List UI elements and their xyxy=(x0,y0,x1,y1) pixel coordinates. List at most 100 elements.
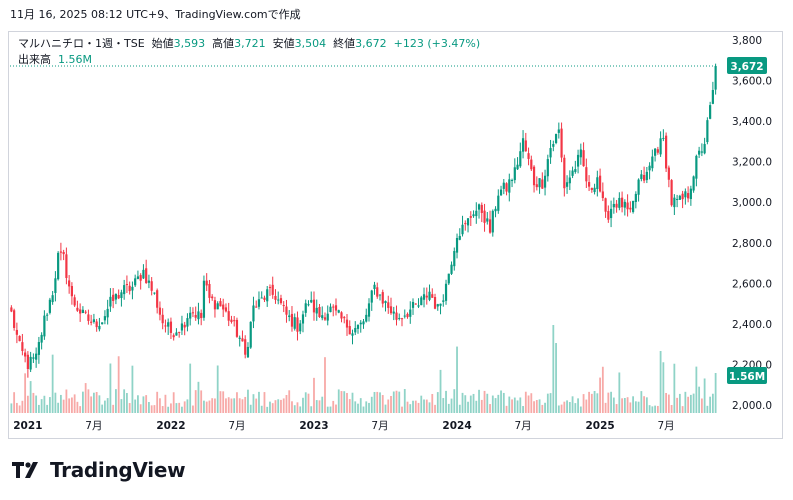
candle-body xyxy=(549,148,552,158)
candle-body xyxy=(629,207,632,210)
volume-bar xyxy=(76,401,79,413)
volume-bar xyxy=(560,404,563,413)
volume-bar xyxy=(57,402,60,413)
candle-body xyxy=(480,204,483,213)
volume-bar xyxy=(414,400,417,413)
candle-body xyxy=(687,193,690,199)
volume-bar xyxy=(68,398,71,413)
volume-bar xyxy=(489,404,491,413)
candle-body xyxy=(68,280,71,287)
volume-bar xyxy=(612,397,615,413)
candle-body xyxy=(43,315,46,337)
volume-bar xyxy=(379,392,381,413)
volume-bar xyxy=(194,390,197,413)
candle-body xyxy=(593,187,596,193)
candle-body xyxy=(398,317,401,319)
candle-body xyxy=(255,306,258,308)
candle-body xyxy=(359,322,362,325)
volume-bar xyxy=(549,393,552,413)
volume-bar xyxy=(513,397,516,413)
candle-body xyxy=(678,195,681,200)
candle-body xyxy=(406,313,409,318)
candle-body xyxy=(618,197,621,208)
candle-body xyxy=(285,306,288,315)
candle-body xyxy=(488,219,492,233)
candle-body xyxy=(695,155,698,179)
candle-body xyxy=(334,305,338,311)
volume-bar xyxy=(571,396,574,413)
candle-body xyxy=(271,284,274,295)
candle-body xyxy=(532,166,536,186)
candle-body xyxy=(711,90,714,104)
volume-bar xyxy=(285,395,288,413)
volume-bar xyxy=(13,392,16,413)
candle-body xyxy=(676,198,679,200)
volume-bar xyxy=(186,399,189,413)
volume-bar xyxy=(172,392,175,413)
volume-bar xyxy=(310,406,313,413)
candle-body xyxy=(422,294,426,300)
volume-bar xyxy=(104,400,106,413)
candle-body xyxy=(241,338,244,342)
legend-volume-value: 1.56M xyxy=(58,53,92,66)
volume-bar xyxy=(632,396,634,413)
volume-bar xyxy=(472,393,475,413)
chart-frame[interactable] xyxy=(8,31,783,439)
candle-body xyxy=(87,314,90,321)
volume-bar xyxy=(343,391,346,413)
candle-body xyxy=(252,305,255,322)
volume-bar xyxy=(48,397,51,413)
volume-bar xyxy=(541,404,544,413)
candle-body xyxy=(700,151,703,153)
tradingview-logo[interactable]: TradingView xyxy=(12,458,186,482)
volume-bar xyxy=(458,404,461,413)
candle-body xyxy=(290,313,294,327)
volume-bar xyxy=(192,405,194,413)
volume-bar xyxy=(233,398,236,413)
volume-bar xyxy=(324,357,326,413)
volume-bar xyxy=(159,398,161,413)
candle-body xyxy=(538,178,541,188)
volume-bar xyxy=(29,381,32,413)
candle-body xyxy=(84,311,87,313)
candle-body xyxy=(521,138,525,152)
candle-body xyxy=(172,335,175,338)
candle-body xyxy=(656,149,659,153)
volume-bar xyxy=(82,391,84,413)
candle-body xyxy=(428,291,431,300)
volume-bar xyxy=(381,395,384,413)
legend-symbol[interactable]: マルハニチロ・1週・TSE xyxy=(18,37,145,50)
candle-body xyxy=(329,306,332,313)
volume-bar xyxy=(208,400,211,413)
volume-bar xyxy=(439,369,442,413)
candle-body xyxy=(662,137,665,139)
candle-body xyxy=(499,189,503,196)
volume-bar xyxy=(249,404,252,413)
volume-bar xyxy=(84,383,87,413)
volume-bar xyxy=(359,398,362,413)
volume-bar xyxy=(519,397,522,413)
candle-body xyxy=(439,303,442,306)
candle-body xyxy=(142,269,145,279)
candle-body xyxy=(54,278,57,293)
candle-body xyxy=(642,174,646,181)
volume-bar xyxy=(128,403,131,413)
volume-bar xyxy=(313,377,315,413)
volume-bar xyxy=(398,391,401,413)
candle-body xyxy=(293,317,296,329)
candle-body xyxy=(103,316,107,321)
candle-body xyxy=(535,184,538,188)
candle-body xyxy=(623,201,626,208)
candle-body xyxy=(266,289,269,302)
volume-bar xyxy=(568,402,571,413)
volume-bar xyxy=(544,402,546,413)
volume-bar xyxy=(167,406,170,413)
volume-bar xyxy=(145,395,148,413)
legend-close-value: 3,672 xyxy=(355,37,387,50)
candle-body xyxy=(709,105,712,119)
volume-bar xyxy=(535,400,538,413)
y-tick-label: 2,600.0 xyxy=(732,278,772,290)
volume-bar xyxy=(126,393,128,413)
candle-body xyxy=(134,278,137,286)
